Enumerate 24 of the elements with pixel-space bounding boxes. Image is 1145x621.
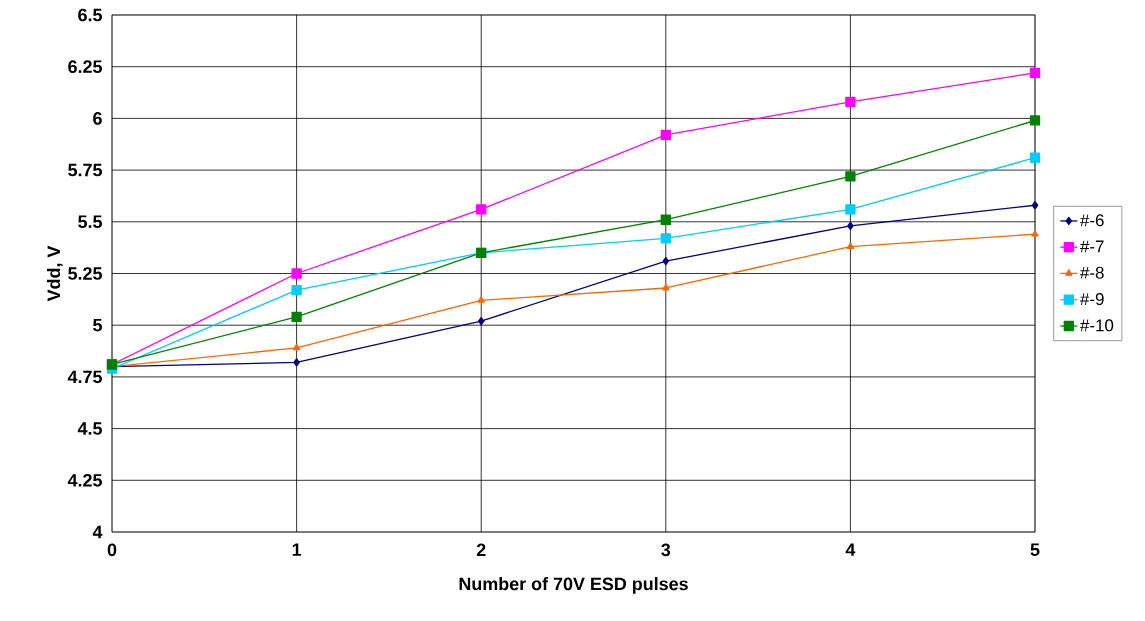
y-tick-label: 4 <box>92 525 103 539</box>
y-tick-label: 4.25 <box>67 473 102 487</box>
y-tick-label: 4.75 <box>67 370 102 384</box>
y-tick-label: 5.75 <box>68 163 102 177</box>
x-tick-label: 3 <box>661 543 671 557</box>
x-tick-label: 0 <box>107 543 117 557</box>
x-tick-label: 2 <box>476 543 486 557</box>
y-tick-label: 5.5 <box>78 215 102 229</box>
x-tick-label: 4 <box>845 543 856 556</box>
y-axis-title: Vdd, V <box>46 245 63 302</box>
legend-label: #-10 <box>1080 319 1114 332</box>
y-tick-label: 6.25 <box>68 60 102 74</box>
x-axis-title: Number of 70V ESD pulses <box>459 577 688 594</box>
y-tick-label: 5 <box>93 318 102 332</box>
x-tick-label: 1 <box>292 543 302 556</box>
y-tick-label: 5.25 <box>68 267 102 280</box>
y-tick-label: 6 <box>93 112 102 125</box>
y-tick-label: 4.5 <box>77 422 102 435</box>
y-tick-label: 6.5 <box>78 8 102 22</box>
legend-label: #-6 <box>1080 214 1104 227</box>
x-tick-label: 5 <box>1030 543 1040 557</box>
legend-label: #-8 <box>1080 266 1104 279</box>
legend-label: #-7 <box>1080 240 1104 253</box>
legend-label: #-9 <box>1080 293 1104 306</box>
